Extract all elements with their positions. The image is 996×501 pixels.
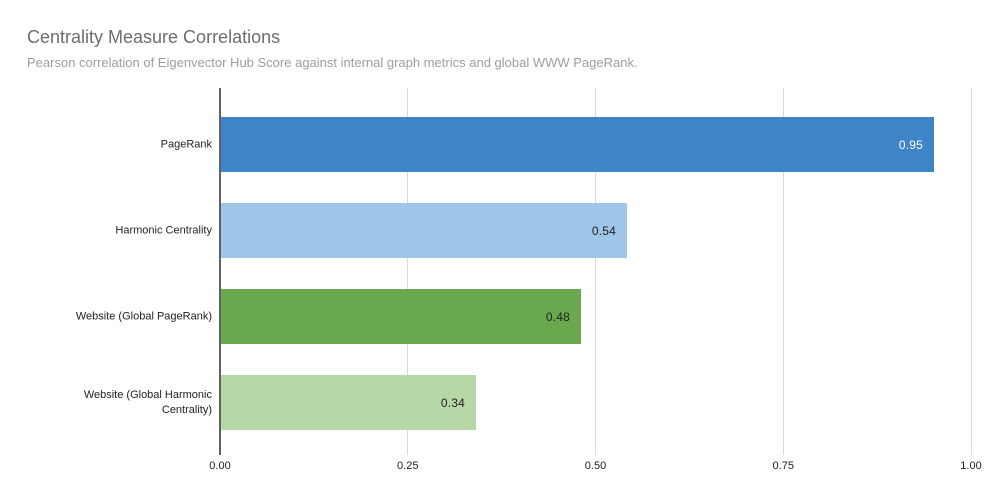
chart-title: Centrality Measure Correlations [27, 27, 281, 47]
y-axis-line [219, 88, 221, 455]
x-tick-label: 0.00 [209, 460, 231, 472]
x-axis-tick-labels: 0.00 0.25 0.50 0.75 1.00 [209, 459, 981, 475]
bar-value-label: 0.54 [591, 223, 616, 238]
bar-value-label: 0.48 [545, 309, 570, 324]
gridline [970, 88, 972, 455]
bar[interactable]: 0.34 [221, 375, 476, 430]
x-tick-label: 0.75 [772, 460, 794, 472]
plot-area: 0.95 0.54 0.48 0.34 [219, 88, 972, 455]
gridline [782, 88, 784, 455]
category-axis-labels: PageRank Harmonic Centrality Website (Glob… [0, 88, 212, 455]
x-tick-label: 0.25 [397, 460, 419, 472]
x-tick-label: 0.50 [584, 460, 607, 472]
bar[interactable]: 0.54 [221, 203, 627, 258]
bar-value-label: 0.34 [440, 395, 465, 410]
bar[interactable]: 0.95 [221, 117, 934, 172]
chart-subtitle: Pearson correlation of Eigenvector Hub S… [27, 55, 638, 70]
gridline [595, 88, 596, 455]
bar-value-label: 0.95 [898, 137, 923, 152]
category-label: Website (Global Harmonic Centrality) [83, 388, 212, 416]
category-label: PageRank [160, 138, 212, 150]
x-tick-label: 1.00 [960, 460, 982, 472]
bar[interactable]: 0.48 [221, 289, 581, 344]
gridline [407, 88, 409, 455]
category-label: Harmonic Centrality [115, 224, 212, 236]
category-label: Website (Global PageRank) [75, 310, 212, 322]
